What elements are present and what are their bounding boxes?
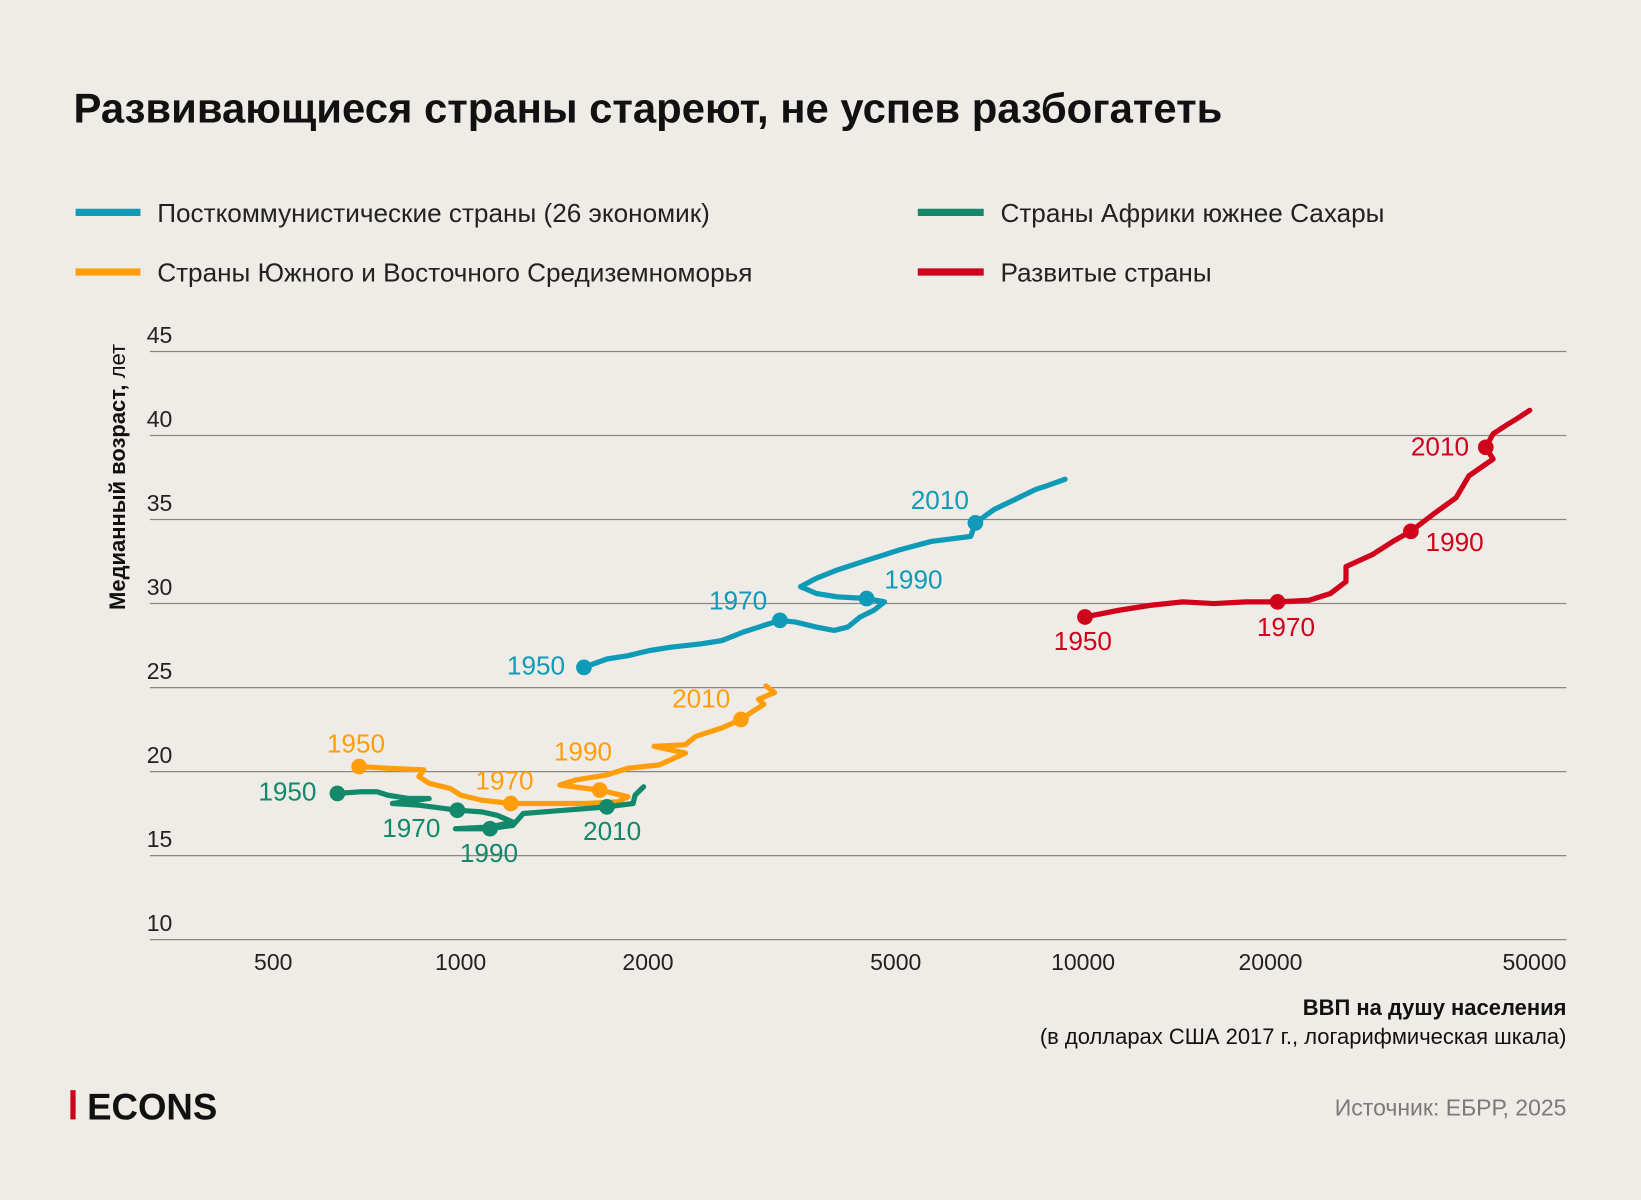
x-tick-label: 1000 (435, 949, 486, 975)
x-tick-label: 500 (254, 949, 292, 975)
marker-mediterranean-1970 (502, 795, 519, 812)
year-label-postcommunist-1990: 1990 (884, 565, 942, 595)
x-tick-label: 10000 (1051, 949, 1115, 975)
x-axis-subtitle: (в долларах США 2017 г., логарифмическая… (1040, 1024, 1567, 1049)
y-tick-label: 15 (147, 826, 173, 852)
marker-postcommunist-1950 (576, 659, 592, 676)
marker-postcommunist-1970 (772, 612, 788, 629)
marker-mediterranean-2010 (733, 711, 749, 728)
year-label-developed-1950: 1950 (1054, 626, 1112, 656)
marker-africa-2010 (599, 799, 615, 815)
legend-label-mediterranean: Страны Южного и Восточного Средиземномор… (157, 257, 752, 287)
year-label-africa-2010: 2010 (583, 816, 641, 846)
marker-developed-1970 (1269, 594, 1286, 610)
x-tick-label: 20000 (1239, 949, 1303, 975)
year-label-africa-1970: 1970 (382, 813, 440, 843)
gridlines: 45 40 35 30 25 20 15 10 (147, 322, 1567, 941)
marker-africa-1970 (449, 802, 466, 819)
marker-postcommunist-1990 (858, 590, 875, 607)
marker-developed-1990 (1403, 523, 1419, 540)
chart-title: Развивающиеся страны стареют, не успев р… (74, 84, 1223, 131)
logo-text: ECONS (87, 1086, 217, 1127)
series-line-postcommunist (581, 476, 1068, 670)
marker-developed-2010 (1477, 439, 1494, 456)
year-label-africa-1990: 1990 (460, 838, 518, 868)
legend-label-postcommunist: Посткоммунистические страны (26 экономик… (157, 198, 710, 228)
marker-developed-1950 (1077, 609, 1093, 625)
y-tick-label: 25 (147, 658, 173, 684)
year-label-mediterranean-1950: 1950 (327, 729, 385, 759)
year-label-developed-1990: 1990 (1426, 527, 1484, 557)
marker-postcommunist-2010 (967, 515, 984, 531)
x-tick-label: 50000 (1502, 949, 1566, 975)
y-axis-title: Медианный возраст, лет (105, 344, 130, 610)
year-label-postcommunist-2010: 2010 (911, 485, 969, 515)
econs-logo: ECONS (70, 1086, 217, 1127)
y-tick-label: 10 (147, 910, 173, 936)
legend-label-africa: Страны Африки южнее Сахары (1000, 198, 1384, 228)
year-label-mediterranean-1990: 1990 (554, 736, 612, 766)
year-label-mediterranean-1970: 1970 (475, 765, 533, 795)
y-tick-label: 20 (147, 742, 173, 768)
y-axis-title-bold: Медианный возраст, (105, 385, 130, 610)
x-axis-title: ВВП на душу населения (1303, 995, 1567, 1020)
year-label-africa-1950: 1950 (258, 776, 316, 806)
marker-mediterranean-1990 (591, 782, 608, 798)
x-tick-labels: 500 1000 2000 5000 10000 20000 50000 (254, 949, 1566, 975)
series-line-africa (334, 784, 647, 832)
y-tick-label: 40 (147, 406, 173, 432)
legend: Посткоммунистические страны (26 экономик… (75, 198, 1384, 287)
logo-bar (70, 1090, 76, 1120)
marker-africa-1990 (482, 820, 498, 837)
year-markers: 1950 1970 1990 2010 1950 1970 1990 2010 1950 1970… (258, 431, 1494, 868)
year-label-postcommunist-1970: 1970 (709, 585, 767, 615)
year-label-mediterranean-2010: 2010 (672, 684, 730, 714)
y-tick-label: 35 (147, 490, 173, 516)
year-label-postcommunist-1950: 1950 (507, 650, 565, 680)
x-tick-label: 5000 (870, 949, 921, 975)
x-tick-label: 2000 (622, 949, 673, 975)
year-label-developed-2010: 2010 (1411, 431, 1469, 461)
marker-africa-1950 (329, 785, 346, 802)
marker-mediterranean-1950 (351, 758, 367, 775)
legend-label-developed: Развитые страны (1000, 257, 1211, 287)
y-axis-title-unit: лет (105, 344, 130, 378)
y-tick-label: 30 (147, 574, 173, 600)
source-note: Источник: ЕБРР, 2025 (1335, 1094, 1567, 1120)
year-label-developed-1970: 1970 (1257, 612, 1315, 642)
y-tick-label: 45 (147, 322, 173, 348)
